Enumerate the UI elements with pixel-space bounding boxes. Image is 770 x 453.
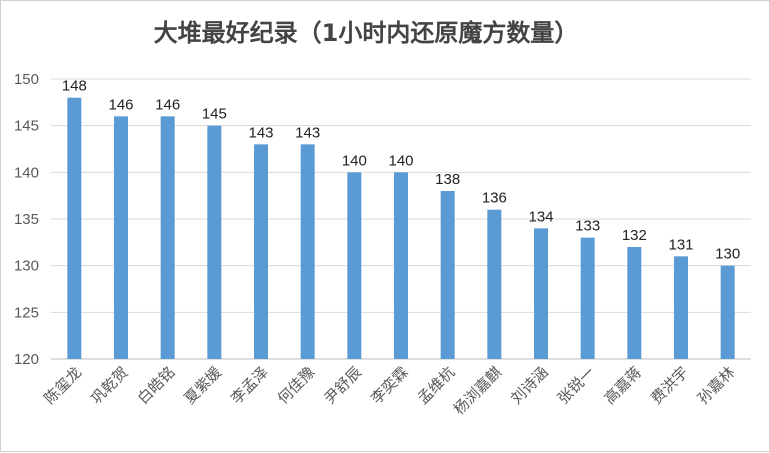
data-label: 146 bbox=[108, 96, 133, 113]
bar bbox=[114, 116, 128, 359]
category-label: 李孟泽 bbox=[227, 363, 272, 408]
category-label: 孟维杭 bbox=[414, 363, 459, 408]
y-tick-label: 125 bbox=[14, 304, 39, 321]
y-tick-label: 120 bbox=[14, 351, 39, 368]
y-tick-label: 135 bbox=[14, 211, 39, 228]
category-label: 尹舒辰 bbox=[321, 363, 366, 408]
category-label: 白皓铭 bbox=[134, 363, 179, 408]
bar bbox=[207, 125, 222, 360]
bar bbox=[394, 172, 408, 359]
y-tick-label: 130 bbox=[14, 258, 39, 275]
category-label: 费洪宇 bbox=[647, 363, 692, 408]
bar bbox=[160, 116, 175, 359]
data-label: 148 bbox=[62, 78, 87, 95]
category-label: 巩乾贺 bbox=[87, 363, 132, 408]
data-label: 130 bbox=[715, 246, 740, 263]
data-label: 138 bbox=[435, 171, 460, 188]
data-label: 132 bbox=[622, 227, 647, 244]
data-label: 133 bbox=[575, 218, 600, 235]
category-label: 孙嘉林 bbox=[694, 363, 739, 408]
data-label: 140 bbox=[342, 152, 367, 169]
bar bbox=[627, 247, 642, 359]
data-label: 146 bbox=[155, 96, 180, 113]
category-label: 何佳豫 bbox=[274, 363, 319, 408]
data-label: 140 bbox=[388, 152, 413, 169]
data-label: 134 bbox=[528, 208, 553, 225]
data-label: 143 bbox=[295, 124, 320, 141]
chart-title: 大堆最好纪录（1小时内还原魔方数量） bbox=[154, 19, 579, 47]
bar bbox=[720, 265, 735, 359]
category-label: 刘诗涵 bbox=[507, 363, 552, 408]
y-tick-label: 150 bbox=[14, 71, 39, 88]
category-label: 陈玺龙 bbox=[41, 363, 86, 408]
bar bbox=[254, 144, 268, 359]
bar bbox=[67, 97, 82, 360]
bar bbox=[347, 172, 362, 359]
data-label: 145 bbox=[202, 106, 227, 123]
category-label: 高嘉蒋 bbox=[601, 363, 646, 408]
bar bbox=[534, 228, 548, 359]
data-label: 131 bbox=[668, 236, 693, 253]
category-label: 夏紫媛 bbox=[181, 363, 226, 408]
bar bbox=[487, 209, 502, 359]
category-label: 张锐一 bbox=[554, 363, 599, 408]
y-tick-label: 140 bbox=[14, 164, 39, 181]
data-label: 143 bbox=[248, 124, 273, 141]
category-label: 李奕霖 bbox=[367, 363, 412, 408]
bar bbox=[300, 144, 315, 359]
bar bbox=[440, 191, 455, 359]
bar bbox=[580, 237, 595, 359]
bar bbox=[674, 256, 688, 359]
data-label: 136 bbox=[482, 190, 507, 207]
category-label: 杨浏嘉麒 bbox=[450, 363, 505, 418]
y-tick-label: 145 bbox=[14, 118, 39, 135]
